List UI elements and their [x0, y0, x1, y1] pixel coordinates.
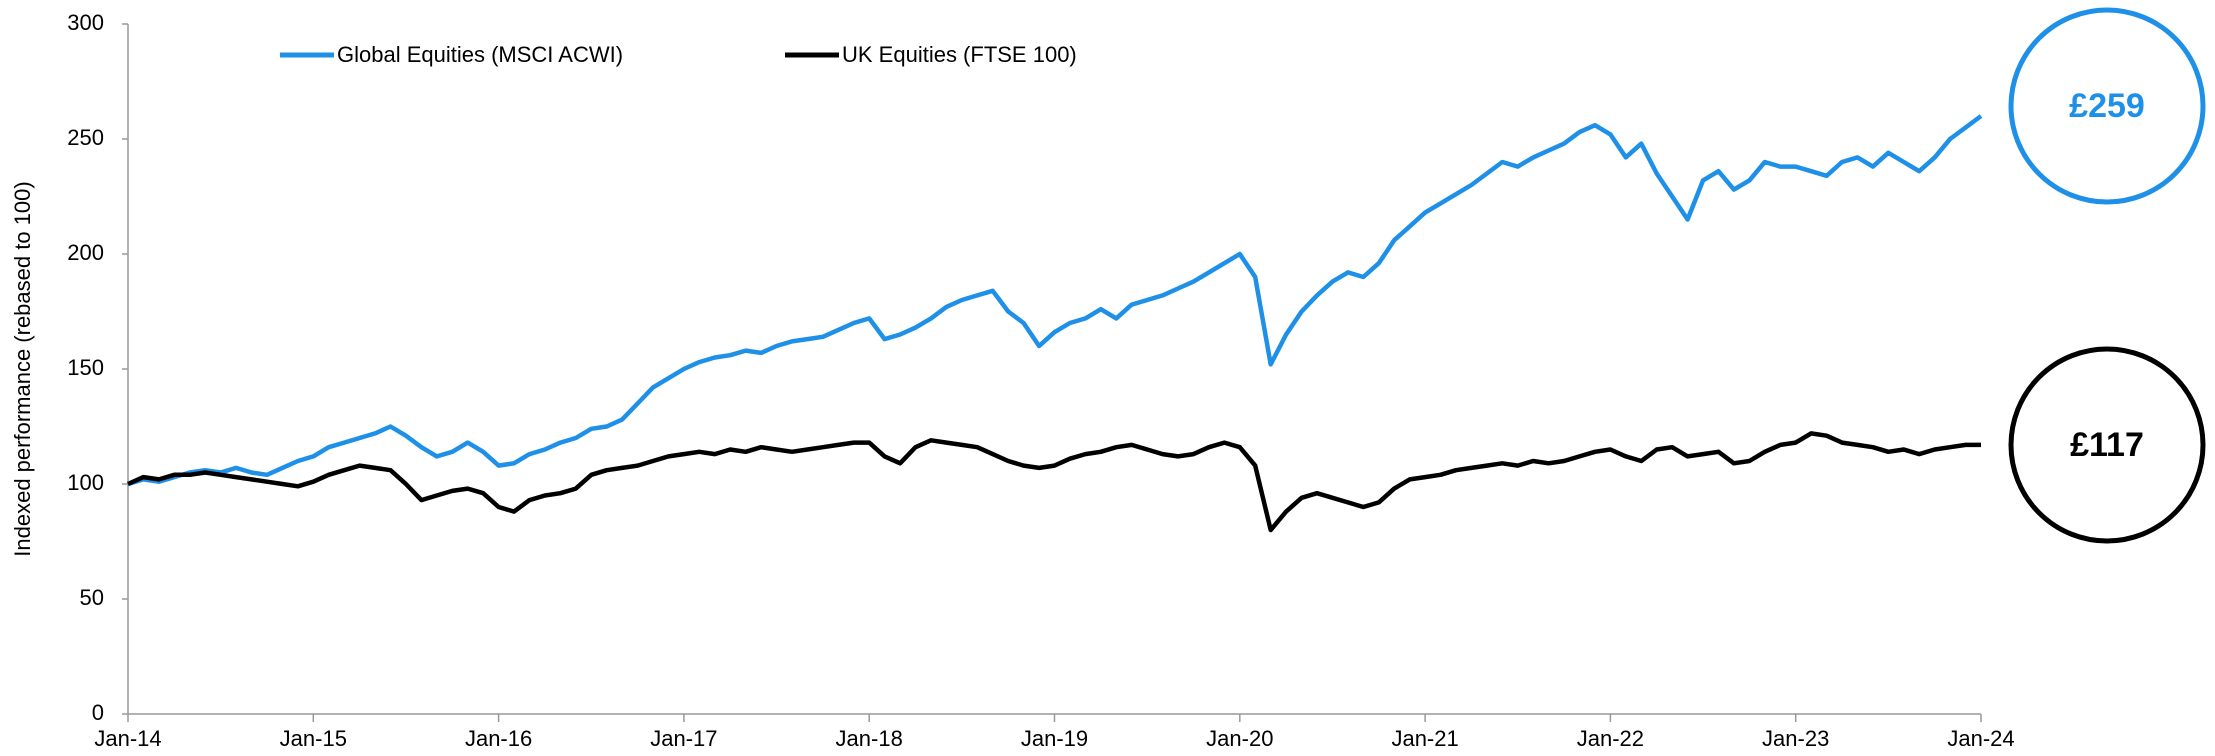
- legend-label: UK Equities (FTSE 100): [842, 42, 1077, 67]
- series-line: [127, 431, 1981, 533]
- x-tick-label: Jan-18: [836, 726, 903, 751]
- y-tick-label: 50: [80, 585, 104, 610]
- annotation-label: £259: [2069, 87, 2145, 125]
- y-tick-label: 0: [92, 700, 104, 725]
- x-tick-label: Jan-20: [1206, 726, 1273, 751]
- y-tick-label: 300: [67, 10, 104, 35]
- x-tick-label: Jan-17: [650, 726, 717, 751]
- x-tick-label: Jan-24: [1947, 726, 2014, 751]
- y-tick-label: 200: [67, 240, 104, 265]
- x-tick-label: Jan-19: [1021, 726, 1088, 751]
- y-tick-label: 250: [67, 125, 104, 150]
- legend-label: Global Equities (MSCI ACWI): [337, 42, 623, 67]
- annotation-circle: [2008, 7, 2206, 205]
- x-tick-label: Jan-14: [94, 726, 161, 751]
- series-line: [127, 114, 1983, 487]
- y-tick-label: 100: [67, 470, 104, 495]
- y-tick-label: 150: [67, 355, 104, 380]
- annotation-label: £117: [2070, 426, 2144, 464]
- x-tick-label: Jan-16: [465, 726, 532, 751]
- x-tick-label: Jan-15: [280, 726, 347, 751]
- x-tick-label: Jan-21: [1391, 726, 1458, 751]
- y-axis-label: Indexed performance (rebased to 100): [10, 181, 35, 556]
- annotation-circle: [2008, 346, 2206, 544]
- x-tick-label: Jan-22: [1577, 726, 1644, 751]
- x-tick-label: Jan-23: [1762, 726, 1829, 751]
